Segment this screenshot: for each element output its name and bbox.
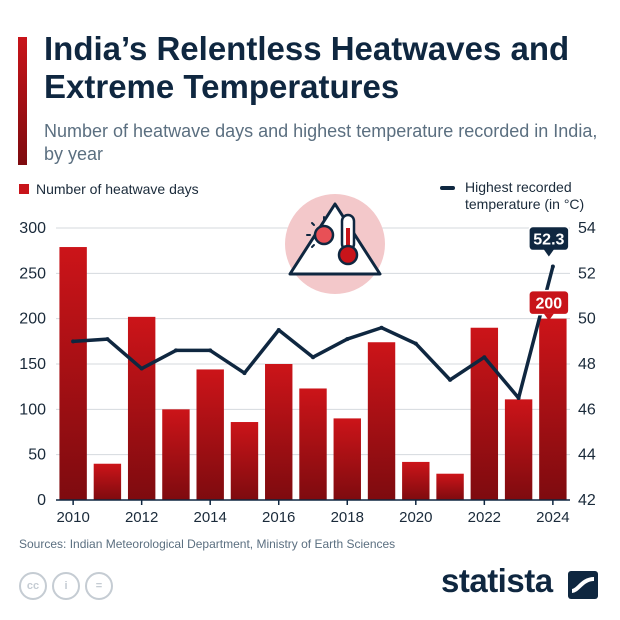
bar bbox=[402, 461, 430, 500]
bar bbox=[230, 422, 259, 500]
chart-title: India’s Relentless Heatwaves and Extreme… bbox=[44, 30, 570, 105]
x-tick-label: 2014 bbox=[194, 509, 227, 526]
temperature-point bbox=[276, 328, 281, 332]
temperature-point bbox=[173, 348, 178, 353]
bar bbox=[504, 399, 533, 500]
bar-data-label: 200 bbox=[536, 296, 563, 313]
y-right-tick-label: 52 bbox=[578, 265, 596, 282]
temperature-point bbox=[208, 348, 213, 353]
legend-line-swatch bbox=[440, 186, 455, 190]
attribution-icon[interactable]: i bbox=[52, 572, 80, 600]
no-derivatives-icon[interactable]: = bbox=[85, 572, 113, 600]
bar bbox=[93, 463, 122, 500]
x-tick-label: 2022 bbox=[468, 509, 501, 526]
legend-line: Highest recorded temperature (in °C) bbox=[440, 179, 610, 213]
y-left-tick-label: 50 bbox=[28, 447, 46, 464]
x-tick-label: 2016 bbox=[262, 509, 295, 526]
x-tick-label: 2020 bbox=[399, 509, 432, 526]
license-icons: cc i = bbox=[19, 572, 118, 600]
bar bbox=[127, 316, 156, 500]
x-tick-label: 2018 bbox=[331, 509, 364, 526]
bar bbox=[367, 342, 396, 500]
chart-subtitle: Number of heatwave days and highest temp… bbox=[44, 121, 598, 164]
legend-bars: Number of heatwave days bbox=[19, 181, 199, 197]
temperature-point bbox=[345, 337, 350, 342]
bar bbox=[265, 364, 293, 500]
x-tick-label: 2010 bbox=[56, 509, 89, 526]
bar bbox=[539, 318, 567, 500]
label-pointer bbox=[543, 249, 554, 257]
temperature-point bbox=[242, 371, 247, 376]
y-left-tick-label: 150 bbox=[19, 356, 46, 373]
temperature-point bbox=[311, 355, 315, 360]
y-left-tick-label: 250 bbox=[19, 265, 46, 282]
y-left-tick-label: 300 bbox=[19, 220, 46, 237]
y-right-tick-label: 50 bbox=[578, 311, 596, 328]
temperature-data-label: 52.3 bbox=[533, 232, 564, 249]
temperature-point bbox=[379, 325, 384, 330]
y-right-tick-label: 44 bbox=[578, 447, 596, 464]
statista-logo[interactable]: statista bbox=[441, 562, 553, 599]
y-right-tick-label: 46 bbox=[578, 401, 596, 418]
y-left-tick-label: 0 bbox=[37, 492, 46, 509]
bar bbox=[59, 247, 87, 500]
label-pointer bbox=[543, 313, 554, 321]
y-left-tick-label: 100 bbox=[19, 401, 46, 418]
bar bbox=[470, 327, 499, 500]
y-right-tick-label: 54 bbox=[578, 220, 596, 237]
statista-logo-mark-icon bbox=[568, 571, 598, 599]
legend-bar-swatch bbox=[19, 184, 29, 194]
legend-bar-label: Number of heatwave days bbox=[36, 181, 199, 197]
bar bbox=[436, 473, 464, 500]
y-right-tick-label: 48 bbox=[578, 356, 596, 373]
y-left-tick-label: 200 bbox=[19, 311, 46, 328]
y-right-tick-label: 42 bbox=[578, 492, 596, 509]
legend-line-label: Highest recorded temperature (in °C) bbox=[465, 179, 585, 212]
temperature-point bbox=[516, 396, 521, 400]
title-accent-bar bbox=[18, 37, 27, 165]
temperature-point bbox=[448, 377, 453, 382]
temperature-point bbox=[482, 355, 487, 360]
thermometer-warning-icon bbox=[285, 194, 385, 294]
source-note: Sources: Indian Meteorological Departmen… bbox=[19, 537, 396, 551]
cc-icon[interactable]: cc bbox=[19, 572, 47, 600]
x-tick-label: 2024 bbox=[536, 509, 569, 526]
temperature-point bbox=[413, 341, 418, 346]
bar bbox=[333, 418, 361, 500]
bar bbox=[299, 388, 327, 500]
temperature-point bbox=[139, 366, 144, 371]
bar bbox=[162, 409, 190, 500]
x-tick-label: 2012 bbox=[125, 509, 158, 526]
temperature-point bbox=[550, 264, 555, 269]
temperature-point bbox=[105, 337, 110, 342]
temperature-point bbox=[71, 339, 76, 344]
bar bbox=[196, 369, 224, 500]
